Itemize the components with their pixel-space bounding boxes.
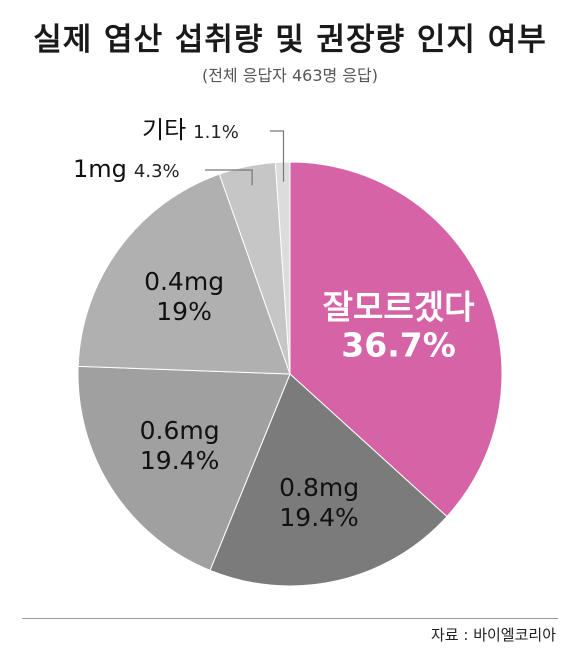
callout-label-5: 1mg 4.3% xyxy=(73,155,180,183)
pie-slice-1 xyxy=(289,161,503,518)
pie-slice-3 xyxy=(77,365,291,571)
pie-slice-6 xyxy=(274,161,291,375)
chart-title: 실제 엽산 섭취량 및 권장량 인지 여부 xyxy=(33,22,547,58)
divider xyxy=(22,618,558,619)
leader-line-5 xyxy=(205,169,253,186)
slice-value-label-4: 19% xyxy=(156,297,212,326)
slice-value-label-3: 19.4% xyxy=(140,446,219,475)
slice-label-4: 0.4mg xyxy=(144,267,224,296)
chart-subtitle: (전체 응답자 463명 응답) xyxy=(201,66,379,85)
slice-label-3: 0.6mg xyxy=(140,416,220,445)
leader-line-6 xyxy=(270,130,285,182)
slice-value-label-1: 36.7% xyxy=(341,326,456,365)
slice-label-1: 잘모르겠다 xyxy=(323,288,475,327)
callout-label-6: 기타 1.1% xyxy=(142,116,239,144)
slice-value-label-2: 19.4% xyxy=(279,503,358,532)
source-note: 자료 : 바이엘코리아 xyxy=(431,626,556,644)
pie-slice-2 xyxy=(209,373,448,587)
slice-label-2: 0.8mg xyxy=(279,473,359,502)
pie-slice-4 xyxy=(77,173,291,375)
